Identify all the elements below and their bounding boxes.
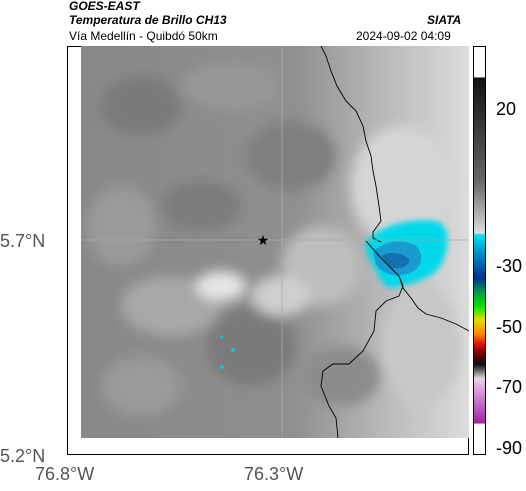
brightness-temperature-map: ★ [81, 46, 469, 438]
star-icon: ★ [257, 233, 270, 249]
border-line-east [398, 275, 469, 332]
product-title: Temperatura de Brillo CH13 [69, 13, 227, 27]
border-line-north [320, 46, 382, 243]
lat-tick-label: 5.7°N [0, 231, 46, 251]
lat-tick-label: 5.2°N [0, 446, 46, 466]
colorbar-tick-label: -30 [496, 256, 523, 276]
cloud-texture [86, 61, 461, 416]
colorbar-tick-label: -50 [496, 317, 523, 337]
colorbar-tick-label: -70 [496, 377, 523, 397]
agency-label: SIATA [427, 13, 462, 27]
region-label: Vía Medellín - Quibdó 50km [69, 29, 218, 43]
lon-tick-label: 76.3°W [244, 464, 304, 484]
cold-cloud-top [365, 220, 448, 288]
colorbar-tick-label: -90 [496, 438, 523, 458]
datetime-label: 2024-09-02 04:09 [356, 29, 451, 43]
satellite-source-label: GOES-EAST [69, 0, 140, 13]
small-cold-spots [220, 335, 235, 369]
lon-tick-label: 76.8°W [35, 464, 95, 484]
border-line-south [320, 240, 404, 438]
colorbar [473, 46, 486, 455]
colorbar-tick-label: 20 [496, 99, 517, 119]
